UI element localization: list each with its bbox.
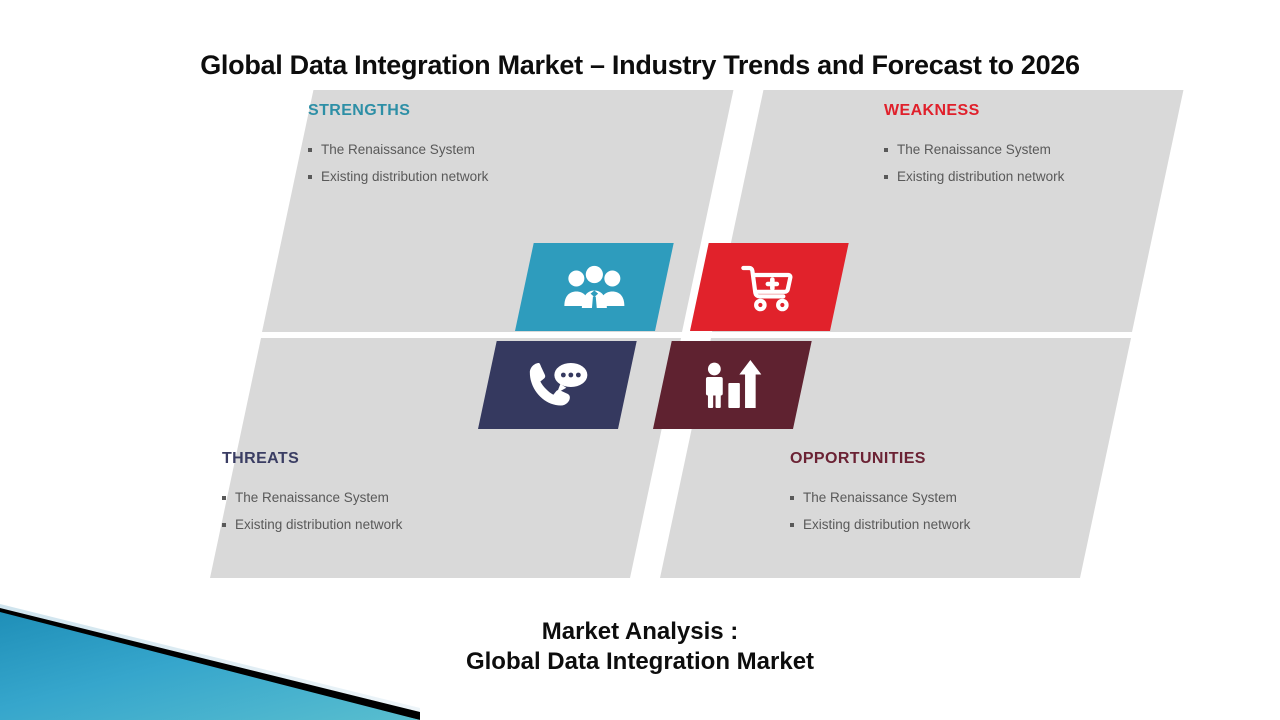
list-item: The Renaissance System bbox=[790, 490, 1130, 505]
quadrant-bullets-strengths: The Renaissance System Existing distribu… bbox=[308, 142, 648, 184]
slide-caption: Market Analysis : Global Data Integratio… bbox=[0, 617, 1280, 677]
quadrant-weakness: WEAKNESS The Renaissance System Existing… bbox=[884, 102, 1224, 196]
list-item: Existing distribution network bbox=[308, 169, 648, 184]
caption-line-1: Market Analysis : bbox=[541, 618, 739, 645]
quadrant-strengths: STRENGTHS The Renaissance System Existin… bbox=[308, 102, 648, 196]
list-item: Existing distribution network bbox=[790, 517, 1130, 532]
list-item: Existing distribution network bbox=[222, 517, 562, 532]
list-item: The Renaissance System bbox=[222, 490, 562, 505]
growth-chart-person-icon bbox=[703, 360, 762, 410]
icon-tile-threats bbox=[478, 341, 637, 429]
icon-tile-strengths bbox=[515, 243, 674, 331]
quadrant-title-threats: THREATS bbox=[222, 450, 300, 467]
quadrant-bullets-threats: The Renaissance System Existing distribu… bbox=[222, 490, 562, 532]
quadrant-bullets-opportunities: The Renaissance System Existing distribu… bbox=[790, 490, 1130, 532]
caption-line-2: Global Data Integration Market bbox=[465, 648, 815, 675]
icon-tile-weakness bbox=[690, 243, 849, 331]
list-item: The Renaissance System bbox=[884, 142, 1224, 157]
quadrant-title-weakness: WEAKNESS bbox=[884, 102, 980, 119]
quadrant-title-strengths: STRENGTHS bbox=[308, 102, 411, 119]
phone-chat-icon bbox=[526, 360, 588, 410]
list-item: The Renaissance System bbox=[308, 142, 648, 157]
quadrant-threats: THREATS The Renaissance System Existing … bbox=[222, 450, 562, 544]
people-group-icon bbox=[563, 265, 625, 309]
icon-tile-opportunities bbox=[653, 341, 812, 429]
shopping-cart-medical-icon bbox=[740, 262, 798, 312]
quadrant-title-opportunities: OPPORTUNITIES bbox=[790, 450, 926, 467]
quadrant-bullets-weakness: The Renaissance System Existing distribu… bbox=[884, 142, 1224, 184]
list-item: Existing distribution network bbox=[884, 169, 1224, 184]
page-title: Global Data Integration Market – Industr… bbox=[200, 50, 1080, 80]
quadrant-opportunities: OPPORTUNITIES The Renaissance System Exi… bbox=[790, 450, 1130, 544]
